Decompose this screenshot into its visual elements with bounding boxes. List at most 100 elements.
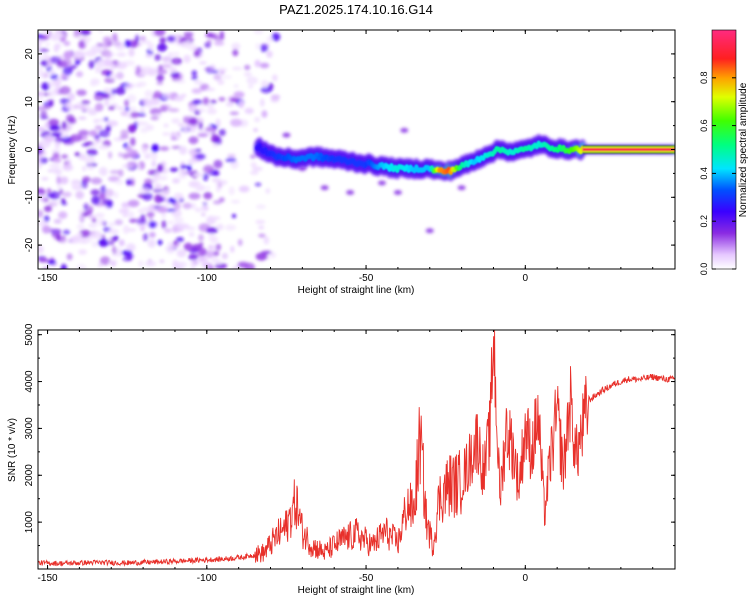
noise-blob xyxy=(191,70,197,76)
noise-blob xyxy=(207,265,215,269)
snr-x-ticks: -150 -100 -50 0 xyxy=(38,330,654,584)
noise-blob xyxy=(113,235,119,242)
noise-blob xyxy=(159,196,165,202)
noise-blob xyxy=(44,205,52,213)
noise-blob xyxy=(76,89,87,96)
noise-blob xyxy=(94,212,105,218)
noise-blob xyxy=(162,92,172,98)
noise-blob xyxy=(230,160,239,169)
noise-blob xyxy=(183,124,188,134)
spectrogram-x-label: Height of straight line (km) xyxy=(298,285,415,296)
noise-blob xyxy=(78,249,87,255)
noise-blob xyxy=(73,50,85,59)
noise-blob xyxy=(230,245,235,253)
noise-blob xyxy=(149,231,156,238)
noise-blob xyxy=(129,218,138,223)
noise-blob xyxy=(94,91,107,96)
noise-blob xyxy=(56,183,62,190)
noise-blob xyxy=(144,154,151,160)
noise-blob xyxy=(193,50,201,57)
noise-blob xyxy=(87,209,92,216)
noise-blob xyxy=(75,190,85,200)
colorbar-tick-label: 0.8 xyxy=(699,72,709,85)
noise-blob xyxy=(122,153,130,159)
noise-blob xyxy=(252,166,263,171)
noise-blob xyxy=(230,118,243,127)
spectrogram-y-tick-label: 0 xyxy=(24,146,35,152)
noise-blob xyxy=(195,207,200,213)
noise-blob xyxy=(255,43,260,50)
noise-blob xyxy=(195,153,206,160)
colorbar-label: Normalized spectral amplitude xyxy=(738,82,749,217)
noise-blob xyxy=(218,129,226,136)
noise-blob xyxy=(198,234,204,242)
colorbar-tick-label: 0.2 xyxy=(699,215,709,228)
spectrogram-x-ticks: -150 -100 -50 0 xyxy=(38,30,654,284)
noise-blob xyxy=(91,195,101,205)
noise-blob xyxy=(230,200,241,204)
noise-blob xyxy=(106,201,113,209)
noise-blob xyxy=(106,71,111,77)
noise-blob xyxy=(188,159,195,166)
noise-blob xyxy=(60,73,66,80)
noise-blob xyxy=(165,190,170,196)
noise-blob xyxy=(199,61,207,65)
noise-blob xyxy=(114,219,124,226)
noise-blob xyxy=(173,192,184,200)
noise-blob xyxy=(62,66,73,76)
noise-blob xyxy=(79,153,86,161)
noise-blob xyxy=(90,177,103,185)
noise-blob xyxy=(56,176,61,185)
noise-blob xyxy=(141,206,151,212)
noise-blob xyxy=(42,266,50,269)
noise-blob xyxy=(60,131,69,139)
noise-blob xyxy=(244,64,251,71)
noise-blob xyxy=(255,252,268,261)
noise-blob xyxy=(42,54,50,59)
noise-blob xyxy=(87,165,95,170)
noise-blob xyxy=(133,121,138,130)
noise-blob xyxy=(225,157,237,163)
noise-blob xyxy=(168,108,180,113)
noise-blob xyxy=(255,204,266,209)
noise-blob xyxy=(58,211,68,219)
noise-blob xyxy=(162,132,171,136)
noise-blob xyxy=(172,51,180,57)
noise-blob xyxy=(41,30,51,33)
snr-panel: -150 -100 -50 0 1000 2000 3000 4000 5000 Height… xyxy=(7,323,676,596)
noise-blob xyxy=(38,91,45,97)
noise-blob xyxy=(80,180,88,189)
noise-blob xyxy=(90,45,103,54)
noise-blob xyxy=(172,178,181,184)
noise-blob xyxy=(147,239,156,248)
noise-blob xyxy=(260,98,265,107)
noise-blob xyxy=(44,135,55,143)
noise-blob xyxy=(153,91,162,99)
noise-blob xyxy=(112,246,117,255)
noise-blob xyxy=(250,154,256,159)
noise-blob xyxy=(171,118,181,124)
noise-blob xyxy=(135,34,140,43)
noise-blob xyxy=(83,203,89,212)
noise-blob xyxy=(159,104,172,111)
noise-blob xyxy=(116,52,127,57)
noise-blob xyxy=(125,254,135,258)
noise-blob xyxy=(244,262,255,269)
noise-blob xyxy=(78,116,87,120)
noise-blob xyxy=(94,103,104,112)
noise-blob xyxy=(229,111,239,116)
noise-blob xyxy=(76,102,81,106)
noise-blob xyxy=(125,145,133,154)
noise-blob xyxy=(208,245,214,249)
noise-blob xyxy=(38,219,49,227)
noise-blob xyxy=(118,239,125,247)
snr-x-tick-label: -100 xyxy=(197,573,217,584)
noise-blob xyxy=(88,130,98,137)
noise-blob xyxy=(154,183,162,190)
noise-blob xyxy=(187,164,192,172)
noise-blob xyxy=(79,229,91,238)
noise-blob xyxy=(192,99,203,105)
noise-blob xyxy=(182,116,188,124)
noise-blob xyxy=(128,48,135,57)
noise-blob xyxy=(87,214,96,220)
